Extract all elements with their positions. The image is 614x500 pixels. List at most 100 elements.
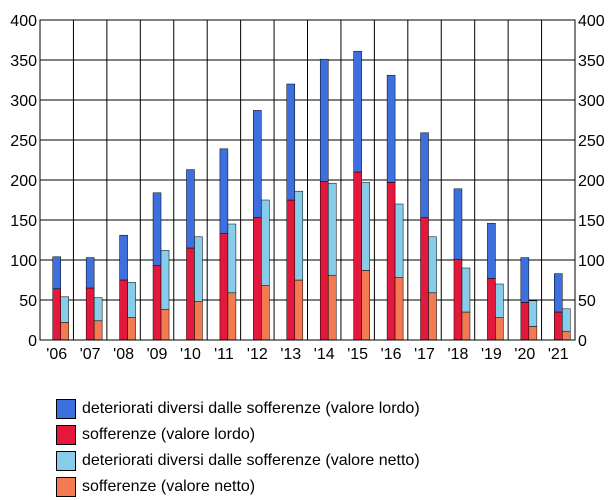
legend-label: sofferenze (valore netto) <box>82 478 256 495</box>
x-tick-label: '12 <box>247 346 268 363</box>
bar-segment <box>394 277 404 341</box>
bars <box>52 50 571 341</box>
bar-segment <box>60 322 69 341</box>
bar-segment <box>319 181 329 341</box>
bar-segment <box>219 233 229 341</box>
bar-segment <box>453 188 463 260</box>
y-tick-label-right: 100 <box>578 253 605 270</box>
legend-item: deteriorati diversi dalle sofferenze (va… <box>56 448 420 474</box>
bar-segment <box>219 148 229 234</box>
bar-segment <box>227 223 237 294</box>
legend-swatch <box>56 425 76 445</box>
x-tick-label: '08 <box>113 346 134 363</box>
x-axis: '06 '07 '08 '09 '10 '11 '12 '13 '14 '15 '16 '17 '18 '… <box>46 346 569 363</box>
bar-segment <box>554 273 563 313</box>
y-tick-label-left: 50 <box>19 293 37 310</box>
bar-segment <box>261 199 270 286</box>
bar-segment <box>186 169 195 249</box>
bar-segment <box>85 257 95 289</box>
grid <box>40 19 575 341</box>
bar-segment <box>60 296 69 323</box>
x-tick-label: '14 <box>314 346 335 363</box>
bar-segment <box>294 190 304 281</box>
y-axis-left: 0 50 100 150 200 250 300 350 400 <box>10 13 37 350</box>
bar-segment <box>487 278 496 341</box>
bar-segment <box>453 258 463 341</box>
x-tick-label: '20 <box>514 346 535 363</box>
x-tick-label: '06 <box>46 346 67 363</box>
bar-segment <box>85 287 95 341</box>
x-tick-label: '17 <box>414 346 435 363</box>
y-tick-label-right: 50 <box>578 293 596 310</box>
x-tick-label: '07 <box>80 346 101 363</box>
bar-segment <box>294 279 304 341</box>
y-axis-right: 0 50 100 150 200 250 300 350 400 <box>578 13 605 350</box>
bar-segment <box>52 288 61 341</box>
x-tick-label: '13 <box>280 346 301 363</box>
bar-segment <box>495 317 504 341</box>
bar-segment <box>119 234 128 281</box>
bar-segment <box>461 267 471 313</box>
y-tick-label-left: 300 <box>10 93 37 110</box>
bar-segment <box>286 199 296 341</box>
bar-segment <box>361 182 370 271</box>
bar-segment <box>227 292 237 341</box>
legend-swatch <box>56 399 76 419</box>
bar-segment <box>253 110 262 218</box>
legend-label: deteriorati diversi dalle sofferenze (va… <box>82 452 420 469</box>
bar-segment <box>428 236 437 294</box>
bar-segment <box>152 192 162 266</box>
bar-segment <box>487 222 496 279</box>
x-tick-label: '10 <box>180 346 201 363</box>
plot-border <box>39 19 576 341</box>
legend-item: sofferenze (valore netto) <box>56 474 420 500</box>
bar-segment <box>394 203 404 278</box>
bar-segment <box>327 182 337 276</box>
bar-segment <box>93 297 103 322</box>
legend: deteriorati diversi dalle sofferenze (va… <box>56 396 420 500</box>
bar-segment <box>562 330 571 341</box>
bar-segment <box>528 326 538 341</box>
bar-segment <box>152 265 162 341</box>
bar-segment <box>186 247 195 341</box>
y-tick-label-left: 200 <box>10 173 37 190</box>
bar-segment <box>127 317 136 341</box>
bar-segment <box>520 257 530 303</box>
bar-segment <box>194 236 203 302</box>
bar-segment <box>327 274 337 341</box>
y-tick-label-right: 400 <box>578 13 605 30</box>
plot-frame <box>39 19 576 341</box>
y-tick-label-right: 0 <box>578 333 587 350</box>
y-tick-label-left: 350 <box>10 53 37 70</box>
bar-segment <box>420 217 429 341</box>
legend-item: deteriorati diversi dalle sofferenze (va… <box>56 396 420 422</box>
legend-label: deteriorati diversi dalle sofferenze (va… <box>82 400 420 417</box>
y-tick-label-left: 150 <box>10 213 37 230</box>
chart: 0 50 100 150 200 250 300 350 400 0 50 100 150 200 250… <box>10 13 605 363</box>
x-tick-label: '09 <box>147 346 168 363</box>
y-tick-label-right: 250 <box>578 133 605 150</box>
y-tick-label-right: 150 <box>578 213 605 230</box>
bar-segment <box>261 285 270 341</box>
bar-segment <box>461 311 471 341</box>
bar-segment <box>52 256 61 290</box>
legend-label: sofferenze (valore lordo) <box>82 426 256 443</box>
bar-segment <box>353 50 362 173</box>
y-tick-label-left: 0 <box>28 333 37 350</box>
bar-segment <box>386 74 396 183</box>
legend-swatch <box>56 477 76 497</box>
y-tick-label-left: 400 <box>10 13 37 30</box>
x-tick-label: '16 <box>381 346 402 363</box>
bar-segment <box>353 171 362 341</box>
x-tick-label: '19 <box>481 346 502 363</box>
bar-segment <box>253 217 262 341</box>
bar-segment <box>160 309 170 341</box>
x-tick-label: '21 <box>548 346 569 363</box>
bar-segment <box>528 300 538 327</box>
legend-item: sofferenze (valore lordo) <box>56 422 420 448</box>
bar-segment <box>286 83 296 201</box>
y-tick-label-left: 250 <box>10 133 37 150</box>
y-tick-label-left: 100 <box>10 253 37 270</box>
bar-segment <box>428 292 437 341</box>
bar-segment <box>386 182 396 341</box>
